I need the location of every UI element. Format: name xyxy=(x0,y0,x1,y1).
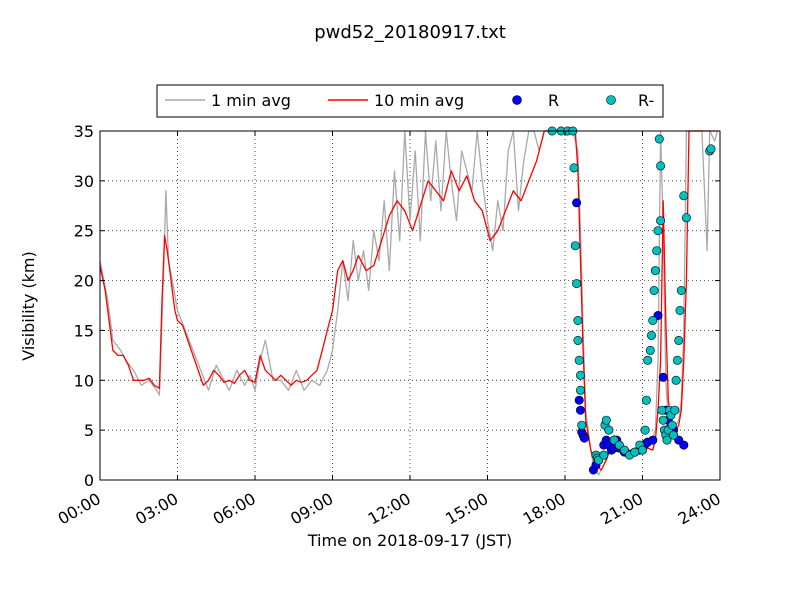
legend-label-r-minus: R- xyxy=(638,91,654,110)
chart-title: pwd52_20180917.txt xyxy=(314,22,506,43)
point-r-minus xyxy=(640,425,650,435)
point-r-minus xyxy=(679,191,689,201)
point-r-minus xyxy=(671,375,681,385)
y-tick-label: 15 xyxy=(74,321,94,340)
point-r-minus xyxy=(646,330,656,340)
x-tick-label: 03:00 xyxy=(132,489,181,529)
x-tick-label: 09:00 xyxy=(287,489,336,529)
point-r-minus xyxy=(648,315,658,325)
point-r-minus xyxy=(569,163,579,173)
point-r-minus xyxy=(657,405,667,415)
point-r-minus xyxy=(573,335,583,345)
x-tick-label: 18:00 xyxy=(520,489,569,529)
point-r-minus xyxy=(574,355,584,365)
x-tick-label: 00:00 xyxy=(55,489,104,529)
point-r xyxy=(575,405,585,415)
x-tick-label: 15:00 xyxy=(442,489,491,529)
point-r-minus xyxy=(573,315,583,325)
point-r-minus xyxy=(601,415,611,425)
point-r-minus xyxy=(630,447,640,457)
point-r-minus xyxy=(653,226,663,236)
legend-label-1min: 1 min avg xyxy=(211,91,291,110)
point-r-minus xyxy=(575,370,585,380)
point-r-minus xyxy=(599,450,609,460)
grid-lines xyxy=(100,131,720,480)
point-r-minus xyxy=(656,216,666,226)
point-r-minus xyxy=(706,144,716,154)
point-r xyxy=(658,372,668,382)
point-r-minus xyxy=(656,161,666,171)
y-tick-label: 25 xyxy=(74,222,94,241)
point-r xyxy=(679,440,689,450)
plot-area xyxy=(99,126,719,476)
point-r-minus xyxy=(649,285,659,295)
legend-label-r: R xyxy=(548,91,559,110)
point-r-minus xyxy=(604,425,614,435)
point-r-minus xyxy=(643,355,653,365)
point-r-minus xyxy=(637,445,647,455)
point-r-minus xyxy=(674,335,684,345)
legend-marker-r xyxy=(512,95,522,105)
legend-box xyxy=(156,84,664,118)
y-tick-label: 20 xyxy=(74,272,94,291)
y-axis-label: Visibility (km) xyxy=(19,251,38,360)
legend: 1 min avg 10 min avg R R- xyxy=(156,84,664,118)
point-r-minus xyxy=(654,134,664,144)
legend-label-10min: 10 min avg xyxy=(374,91,464,110)
y-tick-label: 0 xyxy=(84,471,94,490)
x-tick-label: 21:00 xyxy=(597,489,646,529)
point-r-minus xyxy=(668,430,678,440)
x-tick-label: 06:00 xyxy=(210,489,259,529)
point-r-minus xyxy=(681,213,691,223)
point-r xyxy=(579,433,589,443)
y-tick-label: 35 xyxy=(74,122,94,141)
series-line-10min xyxy=(99,130,718,471)
point-r-minus xyxy=(645,345,655,355)
y-tick-label: 10 xyxy=(74,371,94,390)
point-r-minus xyxy=(672,355,682,365)
point-r xyxy=(574,395,584,405)
point-r-minus xyxy=(667,420,677,430)
point-r-minus xyxy=(575,385,585,395)
point-r-minus xyxy=(662,435,672,445)
axis-ticks: 00:00 03:00 06:00 09:00 12:00 15:00 18:00 21:00… xyxy=(55,122,724,529)
point-r xyxy=(572,198,582,208)
x-tick-label: 12:00 xyxy=(365,489,414,529)
y-tick-label: 30 xyxy=(74,172,94,191)
point-r-minus xyxy=(570,241,580,251)
point-r-minus xyxy=(658,415,668,425)
point-r-minus xyxy=(577,420,587,430)
point-r-minus xyxy=(652,246,662,256)
point-r-minus xyxy=(641,395,651,405)
legend-marker-r-minus xyxy=(606,95,616,105)
point-r xyxy=(648,435,658,445)
point-r-minus xyxy=(670,405,680,415)
point-r-minus xyxy=(675,305,685,315)
y-tick-label: 5 xyxy=(84,421,94,440)
point-r-minus xyxy=(650,266,660,276)
point-r-minus xyxy=(676,285,686,295)
x-axis-label: Time on 2018-09-17 (JST) xyxy=(307,531,512,550)
point-r-minus xyxy=(572,279,582,289)
series-line-1min xyxy=(99,130,719,476)
x-tick-label: 24:00 xyxy=(675,489,724,529)
